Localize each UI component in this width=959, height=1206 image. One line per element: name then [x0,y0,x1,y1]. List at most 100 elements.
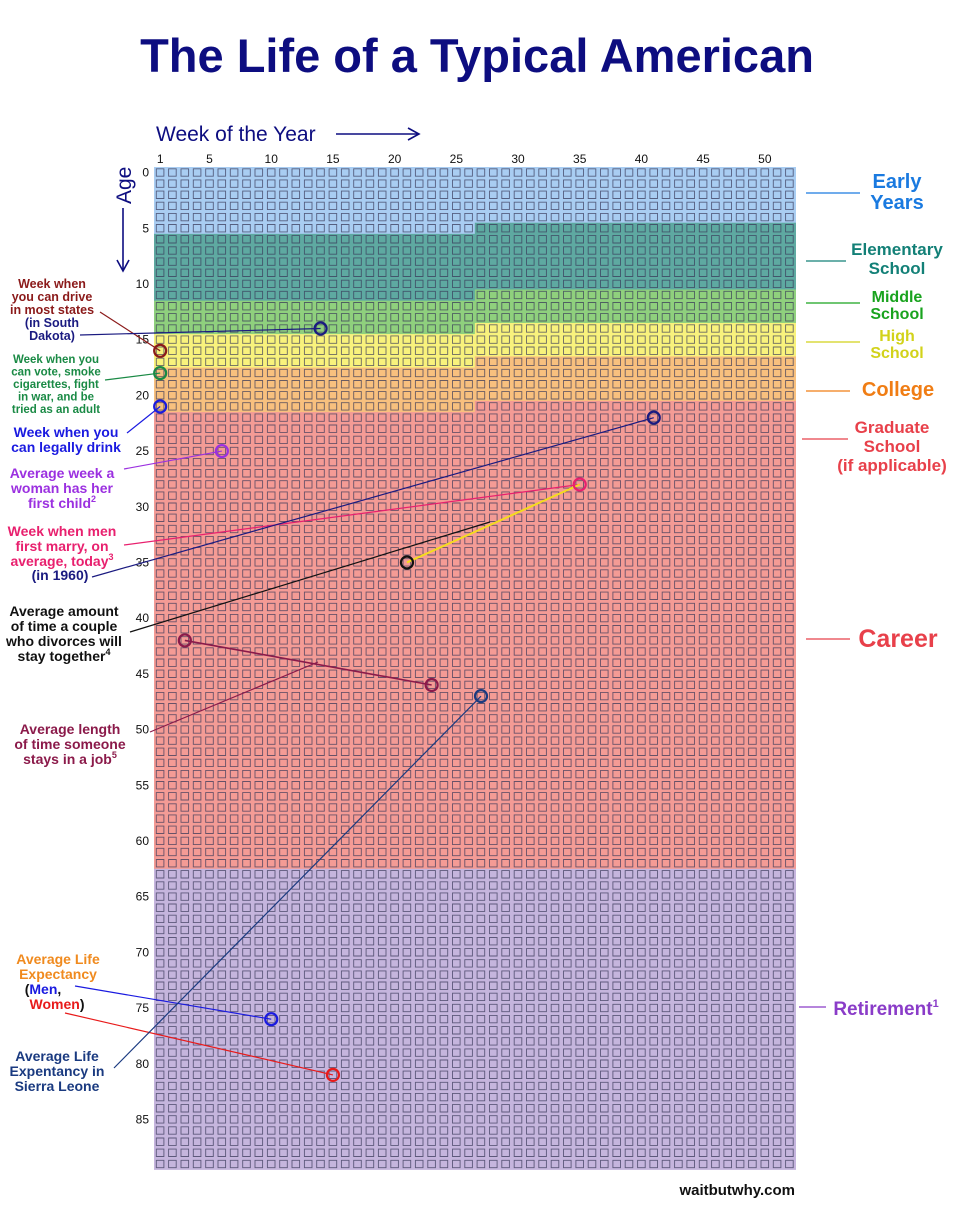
phase-band-row [154,1091,796,1104]
phase-band-row [154,389,796,402]
phase-band [154,222,796,301]
phase-band-row [154,211,796,223]
annotation-leader-line [74,985,272,1020]
phase-band-row [154,189,796,201]
annotation-leader-line [91,417,654,578]
annotation-marker [424,677,439,693]
phase-label: Career [806,625,938,653]
y-tick-label: 25 [136,444,150,458]
phase-band-row [154,1024,796,1037]
phase-band-row [154,456,796,469]
phase-band-row [154,991,796,1003]
phase-band-row [474,356,796,368]
x-tick-label: 40 [635,152,649,166]
phase-band-row [154,623,796,636]
annotation-labels: Week when you can drive in most states(in … [5,277,126,1094]
phase-band-row [154,300,796,313]
annotation-leader-line [99,311,161,352]
phase-band-row [154,957,796,970]
y-axis-arrow-icon [116,208,130,273]
phase-band-row [154,868,796,881]
phase-band-row [154,568,796,580]
phase-band-row [154,356,476,368]
phase-label-text: Elementary School [851,240,943,278]
phase-band-row [154,545,796,558]
annotation-leader-line [149,661,319,733]
y-tick-label: 65 [136,890,150,904]
phase-band-row [154,801,796,814]
y-tick-label: 40 [136,611,150,625]
annotation-marker [325,1067,341,1083]
y-tick-label: 75 [136,1001,150,1015]
phase-label: High School [806,328,924,362]
phase-band-row [154,367,796,379]
phase-band-row [154,969,796,981]
annotation-marker [646,410,661,425]
annotation-leader-line [123,450,222,470]
annotation-marker [153,365,168,381]
phase-band-row [154,634,796,647]
phase-band-row [154,902,796,914]
phase-band-row [154,790,796,803]
y-tick-label: 10 [136,277,150,291]
phase-band-row [154,779,796,792]
phase-band-row [154,913,796,925]
phase-band-row [154,289,476,301]
phase-band-row [154,200,796,212]
annotation-label: (Men, [25,981,62,997]
phase-band-row [154,1113,796,1126]
phase-band-row [154,980,796,992]
phase-label-text: College [862,379,934,401]
phase-band-row [154,334,796,346]
annotation-label: Week when you can legally drink [11,424,121,455]
phase-band-row [154,267,796,279]
phase-band-row [474,400,796,413]
phase-band-row [154,256,796,268]
phase-band-row [154,846,796,858]
phase-band-row [154,668,796,680]
phase-band-row [154,1125,796,1137]
phase-band-row [154,746,796,758]
phase-band-row [154,423,796,435]
phase-band-row [154,167,796,179]
phase-band-row [154,1069,796,1081]
x-tick-label: 20 [388,152,402,166]
phase-band-row [474,289,796,301]
phase-band-row [154,946,796,959]
x-tick-label: 30 [511,152,525,166]
phase-band-row [154,478,796,491]
x-tick-label: 45 [696,152,710,166]
phase-band-row [154,534,796,547]
annotation-label: Week when you can drive in most states [10,277,94,317]
phase-band-row [154,835,796,847]
phase-band-row [154,601,796,613]
phase-band-row [154,378,796,391]
annotation-label: Average week a woman has her first child2 [10,465,115,511]
y-tick-label: 85 [136,1112,150,1126]
phase-band-row [154,434,796,446]
annotation-marker [214,443,229,459]
y-ticks: 0510152025303540455055606570758085 [136,166,150,1127]
y-tick-label: 45 [136,667,150,681]
phase-band-row [154,1136,796,1148]
phase-band-row [154,1147,796,1159]
phase-band-row [154,646,796,658]
annotation-leader-line [79,327,321,336]
phase-band-row [154,1102,796,1115]
phase-band-row [154,1013,796,1026]
phase-label-text: Career [858,625,937,653]
phase-band-row [154,735,796,747]
phase-band-row [154,445,796,457]
phase-labels: Early Years Elementary School Middle School Hi… [799,171,947,1020]
annotation-marker [399,555,415,570]
phase-label: College [806,379,934,401]
phase-band-row [154,501,796,513]
x-axis-arrow-icon [336,127,421,141]
phase-label-text: Early Years [870,171,923,214]
phase-band-row [154,233,796,246]
phase-band-row [154,857,796,870]
phase-band-row [154,824,796,836]
x-tick-label: 1 [157,152,164,166]
phase-bands [154,167,796,1170]
phase-band-row [154,222,476,235]
